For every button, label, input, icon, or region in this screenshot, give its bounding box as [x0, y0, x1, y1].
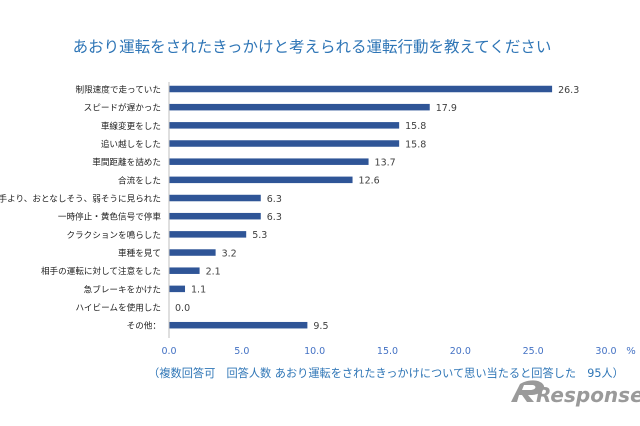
value-label: 12.6 — [359, 176, 380, 187]
x-tick-label: 25.0 — [523, 346, 544, 357]
category-label: 急ブレーキをかけた — [84, 283, 161, 295]
category-label: 相手の運転に対して注意をした — [41, 265, 161, 277]
category-label: その他： — [127, 320, 161, 332]
chart-note: （複数回答可 回答人数 あおり運転をされたきっかけについて思い当たると回答した … — [148, 366, 624, 380]
category-label: 車線変更をした — [101, 120, 161, 132]
bar — [169, 158, 369, 165]
bar — [169, 212, 261, 220]
response-logo-text: Response. — [536, 383, 640, 407]
x-tick-label: 20.0 — [450, 346, 471, 357]
value-label: 2.1 — [206, 267, 221, 278]
value-label: 9.5 — [313, 321, 328, 332]
value-label: 3.2 — [222, 248, 237, 259]
bar — [169, 85, 553, 93]
category-label: 車種を見て — [118, 247, 161, 259]
value-labels: 26.317.915.815.813.712.66.36.35.33.22.11… — [175, 85, 579, 332]
x-tick-label: 15.0 — [377, 346, 398, 357]
category-label: 制限速度で走っていた — [75, 84, 161, 96]
x-axis-unit: % — [626, 346, 636, 357]
value-label: 15.8 — [405, 121, 426, 132]
value-label: 17.9 — [436, 103, 457, 114]
category-label: 追い越しをした — [101, 138, 161, 150]
category-label: 自分が相手より、おとなしそう、弱そうに見られた — [0, 193, 161, 205]
bar — [169, 194, 261, 202]
response-logo: Response. — [511, 380, 640, 407]
x-tick-label: 0.0 — [161, 346, 176, 357]
x-axis-ticks: 0.0 5.0 10.0 15.0 20.0 25.0 30.0 — [161, 346, 616, 357]
bar — [169, 285, 186, 293]
value-label: 15.8 — [405, 139, 426, 150]
bar — [169, 231, 247, 238]
value-label: 13.7 — [375, 157, 396, 168]
value-label: 6.3 — [267, 212, 282, 223]
category-label: クラクションを鳴らした — [66, 229, 161, 241]
bar — [169, 122, 400, 129]
chart-title: あおり運転をされたきっかけと考えられる運転行動を教えてください — [73, 38, 552, 56]
bar — [169, 176, 353, 184]
category-label: スピードが遅かった — [84, 102, 161, 114]
x-tick-label: 5.0 — [234, 346, 249, 357]
category-label: 一時停止・黄色信号で停車 — [58, 211, 162, 223]
value-label: 26.3 — [558, 85, 579, 96]
response-logo-swoosh — [511, 380, 545, 402]
category-label: 合流をした — [118, 174, 161, 186]
bars-group — [169, 85, 553, 329]
bar — [169, 321, 308, 329]
x-tick-label: 30.0 — [595, 346, 616, 357]
value-label: 0.0 — [175, 303, 190, 314]
category-labels: 制限速度で走っていたスピードが遅かった車線変更をした追い越しをした車間距離を詰め… — [0, 84, 161, 332]
bar — [169, 140, 400, 147]
value-label: 1.1 — [191, 285, 206, 296]
bar — [169, 267, 200, 274]
value-label: 5.3 — [252, 230, 267, 241]
category-label: 車間距離を詰めた — [92, 156, 161, 168]
category-label: ハイビームを使用した — [75, 302, 161, 314]
bar — [169, 249, 216, 256]
value-label: 6.3 — [267, 194, 282, 205]
bar — [169, 103, 430, 111]
x-tick-label: 10.0 — [304, 346, 325, 357]
